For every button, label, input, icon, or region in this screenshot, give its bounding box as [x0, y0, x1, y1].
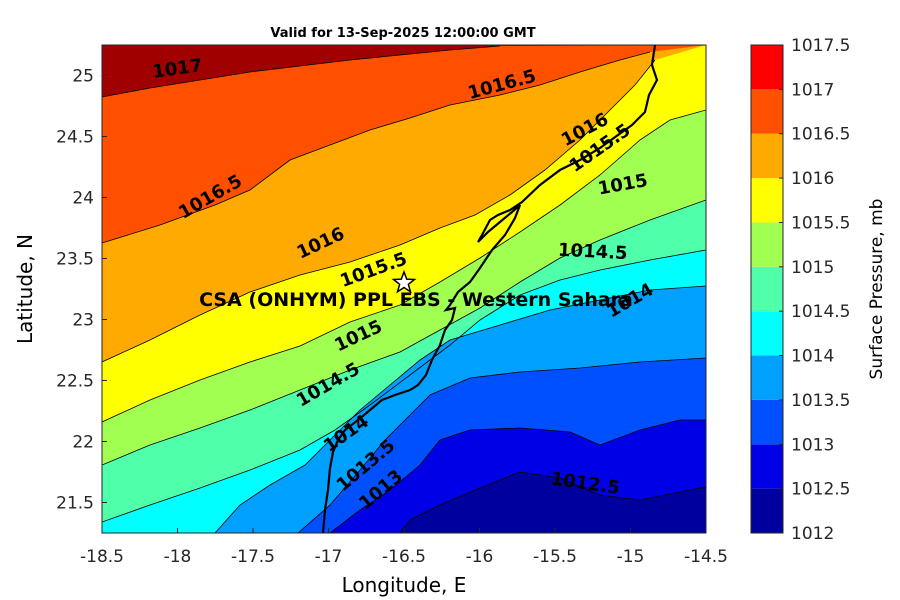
colorbar: 1012 1012.5 1013 1013.5 1014 1014.5 1015 1015.5… [750, 36, 887, 544]
y-tick-label: 22.5 [56, 372, 94, 392]
x-tick-label: -15.5 [533, 547, 577, 567]
x-tick-label: -14.5 [684, 547, 728, 567]
colorbar-tick-label: 1016 [791, 169, 834, 189]
x-axis-label: Longitude, E [342, 573, 467, 597]
colorbar-band [751, 399, 783, 445]
x-axis-ticks: -18.5 -18 -17.5 -17 -16.5 -16 -15.5 -15 -14.5 [80, 528, 728, 567]
band-1012 [400, 472, 706, 533]
colorbar-frame [750, 44, 784, 534]
y-tick-label: 25 [72, 67, 94, 87]
colorbar-tick-label: 1014 [791, 347, 834, 367]
coastline [321, 45, 659, 533]
colorbar-band [751, 222, 783, 267]
colorbar-band [751, 488, 783, 533]
colorbar-bands [751, 45, 783, 533]
y-tick-label: 23.5 [56, 250, 94, 270]
colorbar-ticks: 1012 1012.5 1013 1013.5 1014 1014.5 1015 1015.5… [779, 36, 850, 544]
colorbar-band [751, 45, 783, 90]
y-axis-label: Latitude, N [13, 234, 37, 344]
colorbar-band [751, 311, 783, 356]
colorbar-band [751, 89, 783, 134]
y-tick-label: 22 [72, 433, 94, 453]
x-tick-label: -18 [164, 547, 192, 567]
x-tick-label: -16.5 [382, 547, 426, 567]
colorbar-tick-label: 1014.5 [791, 302, 850, 322]
contour-lines [102, 45, 706, 533]
map-title: Valid for 13-Sep-2025 12:00:00 GMT [270, 26, 535, 41]
colorbar-tick-label: 1013 [791, 435, 834, 455]
y-tick-label: 24 [72, 189, 94, 209]
colorbar-tick-label: 1015 [791, 258, 834, 278]
y-tick-label: 23 [72, 311, 94, 331]
colorbar-tick-label: 1016.5 [791, 125, 850, 145]
colorbar-band [751, 355, 783, 400]
colorbar-band [751, 178, 783, 223]
colorbar-tick-label: 1015.5 [791, 213, 850, 233]
station-label: CSA (ONHYM) PPL EBS - Western Sahara [199, 289, 633, 311]
y-tick-label: 21.5 [56, 494, 94, 514]
x-tick-label: -17.5 [231, 547, 275, 567]
y-axis-ticks: 21.5 22 22.5 23 23.5 24 24.5 25 [56, 67, 107, 514]
x-tick-label: -16 [466, 547, 494, 567]
y-tick-label: 24.5 [56, 128, 94, 148]
contour-label: 1014.5 [558, 240, 628, 265]
x-tick-label: -18.5 [80, 547, 124, 567]
colorbar-tick-label: 1017 [791, 80, 834, 100]
colorbar-tick-label: 1017.5 [791, 36, 850, 56]
x-tick-label: -17 [315, 547, 343, 567]
colorbar-band [751, 444, 783, 489]
colorbar-label: Surface Pressure, mb [867, 199, 887, 380]
colorbar-tick-label: 1012 [791, 524, 834, 544]
x-tick-label: -15 [617, 547, 645, 567]
colorbar-band [751, 266, 783, 312]
colorbar-band [751, 133, 783, 179]
colorbar-tick-label: 1013.5 [791, 391, 850, 411]
star-icon [391, 269, 417, 294]
colorbar-tick-label: 1012.5 [791, 480, 850, 500]
